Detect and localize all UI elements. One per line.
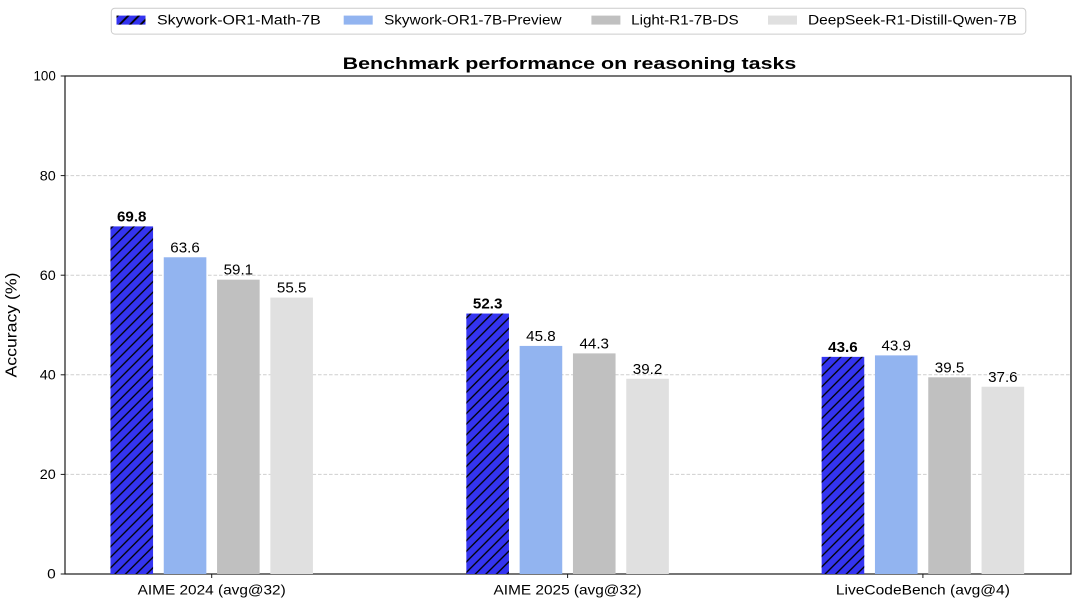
svg-text:Skywork-OR1-7B-Preview: Skywork-OR1-7B-Preview [384,13,562,28]
svg-text:AIME 2025 (avg@32): AIME 2025 (avg@32) [494,582,642,598]
svg-text:60: 60 [40,268,56,283]
svg-text:45.8: 45.8 [526,329,556,345]
svg-text:80: 80 [40,168,56,183]
svg-text:52.3: 52.3 [473,297,503,313]
svg-text:43.9: 43.9 [882,338,912,354]
svg-text:20: 20 [40,467,56,482]
svg-text:AIME 2024 (avg@32): AIME 2024 (avg@32) [138,582,286,598]
svg-text:43.6: 43.6 [828,340,858,356]
svg-text:DeepSeek-R1-Distill-Qwen-7B: DeepSeek-R1-Distill-Qwen-7B [808,13,1017,28]
svg-text:59.1: 59.1 [224,263,254,279]
svg-text:55.5: 55.5 [277,281,307,297]
svg-text:Benchmark performance on reaso: Benchmark performance on reasoning tasks [343,54,797,73]
svg-text:69.8: 69.8 [117,209,147,225]
svg-text:LiveCodeBench (avg@4): LiveCodeBench (avg@4) [836,582,1010,598]
svg-text:Light-R1-7B-DS: Light-R1-7B-DS [631,13,739,28]
svg-text:39.5: 39.5 [935,360,965,376]
svg-text:0: 0 [47,567,56,582]
svg-text:40: 40 [40,368,56,383]
svg-text:Accuracy (%): Accuracy (%) [3,273,20,378]
svg-text:100: 100 [34,69,56,84]
svg-text:Skywork-OR1-Math-7B: Skywork-OR1-Math-7B [157,13,321,28]
svg-text:63.6: 63.6 [170,240,200,256]
svg-text:37.6: 37.6 [988,370,1018,386]
svg-text:39.2: 39.2 [633,362,663,378]
svg-text:44.3: 44.3 [580,336,610,352]
